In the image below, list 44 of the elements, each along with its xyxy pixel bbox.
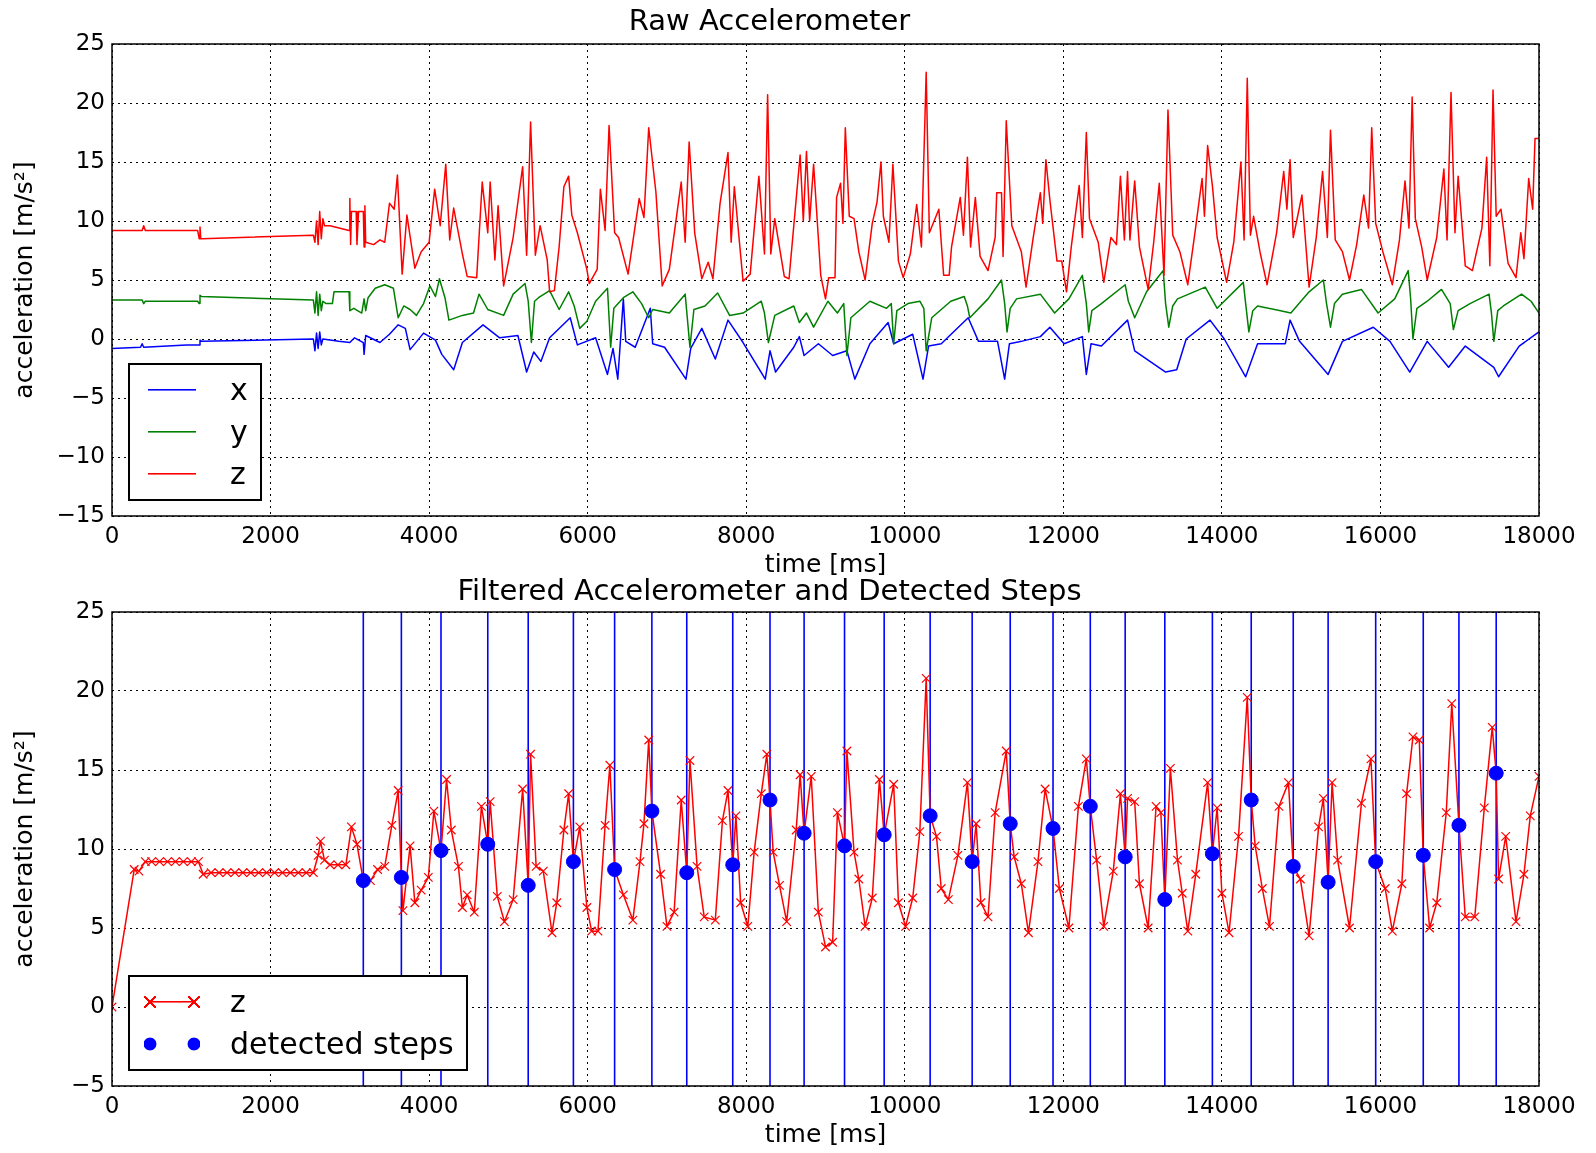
x-tick-label: 18000	[1502, 521, 1576, 548]
x-tick-label: 6000	[558, 521, 617, 548]
legend-label: y	[230, 414, 248, 449]
x-tick-label: 12000	[1026, 521, 1100, 548]
y-tick-label: 25	[75, 596, 105, 623]
y-tick-label: 25	[75, 28, 105, 55]
y-tick-label: 15	[75, 754, 105, 781]
x-tick-label: 10000	[868, 521, 942, 548]
x-tick-label: 18000	[1502, 1091, 1576, 1118]
x-tick-label: 8000	[716, 521, 776, 548]
x-tick-label: 16000	[1343, 1091, 1418, 1118]
y-tick-label: −5	[71, 382, 105, 409]
x-tick-label: 2000	[241, 521, 300, 548]
x-tick-label: 4000	[399, 521, 459, 548]
y-tick-label: 20	[75, 87, 105, 114]
legend-label: z	[230, 984, 246, 1019]
y-tick-label: 10	[75, 833, 105, 860]
y-tick-label: 15	[75, 146, 105, 173]
y-tick-label: −15	[56, 500, 105, 527]
x-tick-label: 2000	[241, 1091, 300, 1118]
x-tick-label: 16000	[1343, 521, 1418, 548]
y-tick-label: 5	[90, 912, 105, 939]
y-tick-label: 0	[90, 323, 105, 350]
x-tick-label: 12000	[1026, 1091, 1100, 1118]
x-tick-label: 4000	[399, 1091, 459, 1118]
x-tick-label: 14000	[1185, 521, 1259, 548]
y-tick-label: 5	[90, 264, 105, 291]
y-tick-label: 20	[75, 675, 105, 702]
y-tick-label: −5	[71, 1070, 105, 1097]
x-tick-label: 8000	[716, 1091, 776, 1118]
legend-label: detected steps	[230, 1026, 454, 1061]
y-tick-label: 10	[75, 205, 105, 232]
legend-label: x	[230, 372, 248, 407]
legend-label: z	[230, 456, 246, 491]
x-axis-title: time [ms]	[764, 1119, 887, 1148]
y-axis-title: acceleration [m/s²]	[9, 730, 38, 968]
x-tick-label: 10000	[868, 1091, 942, 1118]
x-tick-label: 6000	[558, 1091, 617, 1118]
chart-title: Raw Accelerometer	[628, 3, 911, 38]
y-axis-title: acceleration [m/s²]	[9, 161, 38, 399]
y-tick-label: −10	[56, 441, 105, 468]
x-tick-label: 14000	[1185, 1091, 1259, 1118]
x-axis-title: time [ms]	[764, 549, 887, 578]
y-tick-label: 0	[90, 991, 105, 1018]
